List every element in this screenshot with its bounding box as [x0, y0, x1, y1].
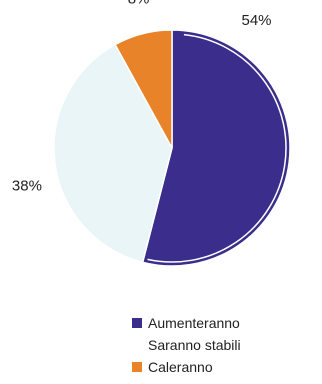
pie-slice-highlight-aumenteranno: [147, 33, 287, 263]
legend: Aumenteranno Saranno stabili Caleranno: [132, 312, 241, 378]
pie-slices: [53, 29, 291, 267]
legend-item-aumenteranno: Aumenteranno: [132, 312, 241, 334]
pie-slice-saranno-stabili: [53, 43, 173, 264]
pie-slice-aumenteranno: [141, 29, 291, 267]
legend-item-caleranno: Caleranno: [132, 356, 241, 378]
legend-item-saranno-stabili: Saranno stabili: [132, 334, 241, 356]
legend-swatch-caleranno: [132, 362, 142, 372]
value-label-caleranno: 8%: [128, 0, 150, 8]
legend-label-aumenteranno: Aumenteranno: [148, 315, 240, 331]
legend-swatch-saranno-stabili: [132, 340, 142, 350]
legend-swatch-aumenteranno: [132, 318, 142, 328]
legend-label-caleranno: Caleranno: [148, 359, 213, 375]
legend-label-saranno-stabili: Saranno stabili: [148, 337, 241, 353]
pie-value-labels: 54% 38% 8%: [12, 0, 272, 195]
value-label-aumenteranno: 54%: [241, 12, 271, 29]
value-label-saranno-stabili: 38%: [12, 178, 42, 195]
pie-slice-caleranno: [114, 29, 173, 149]
